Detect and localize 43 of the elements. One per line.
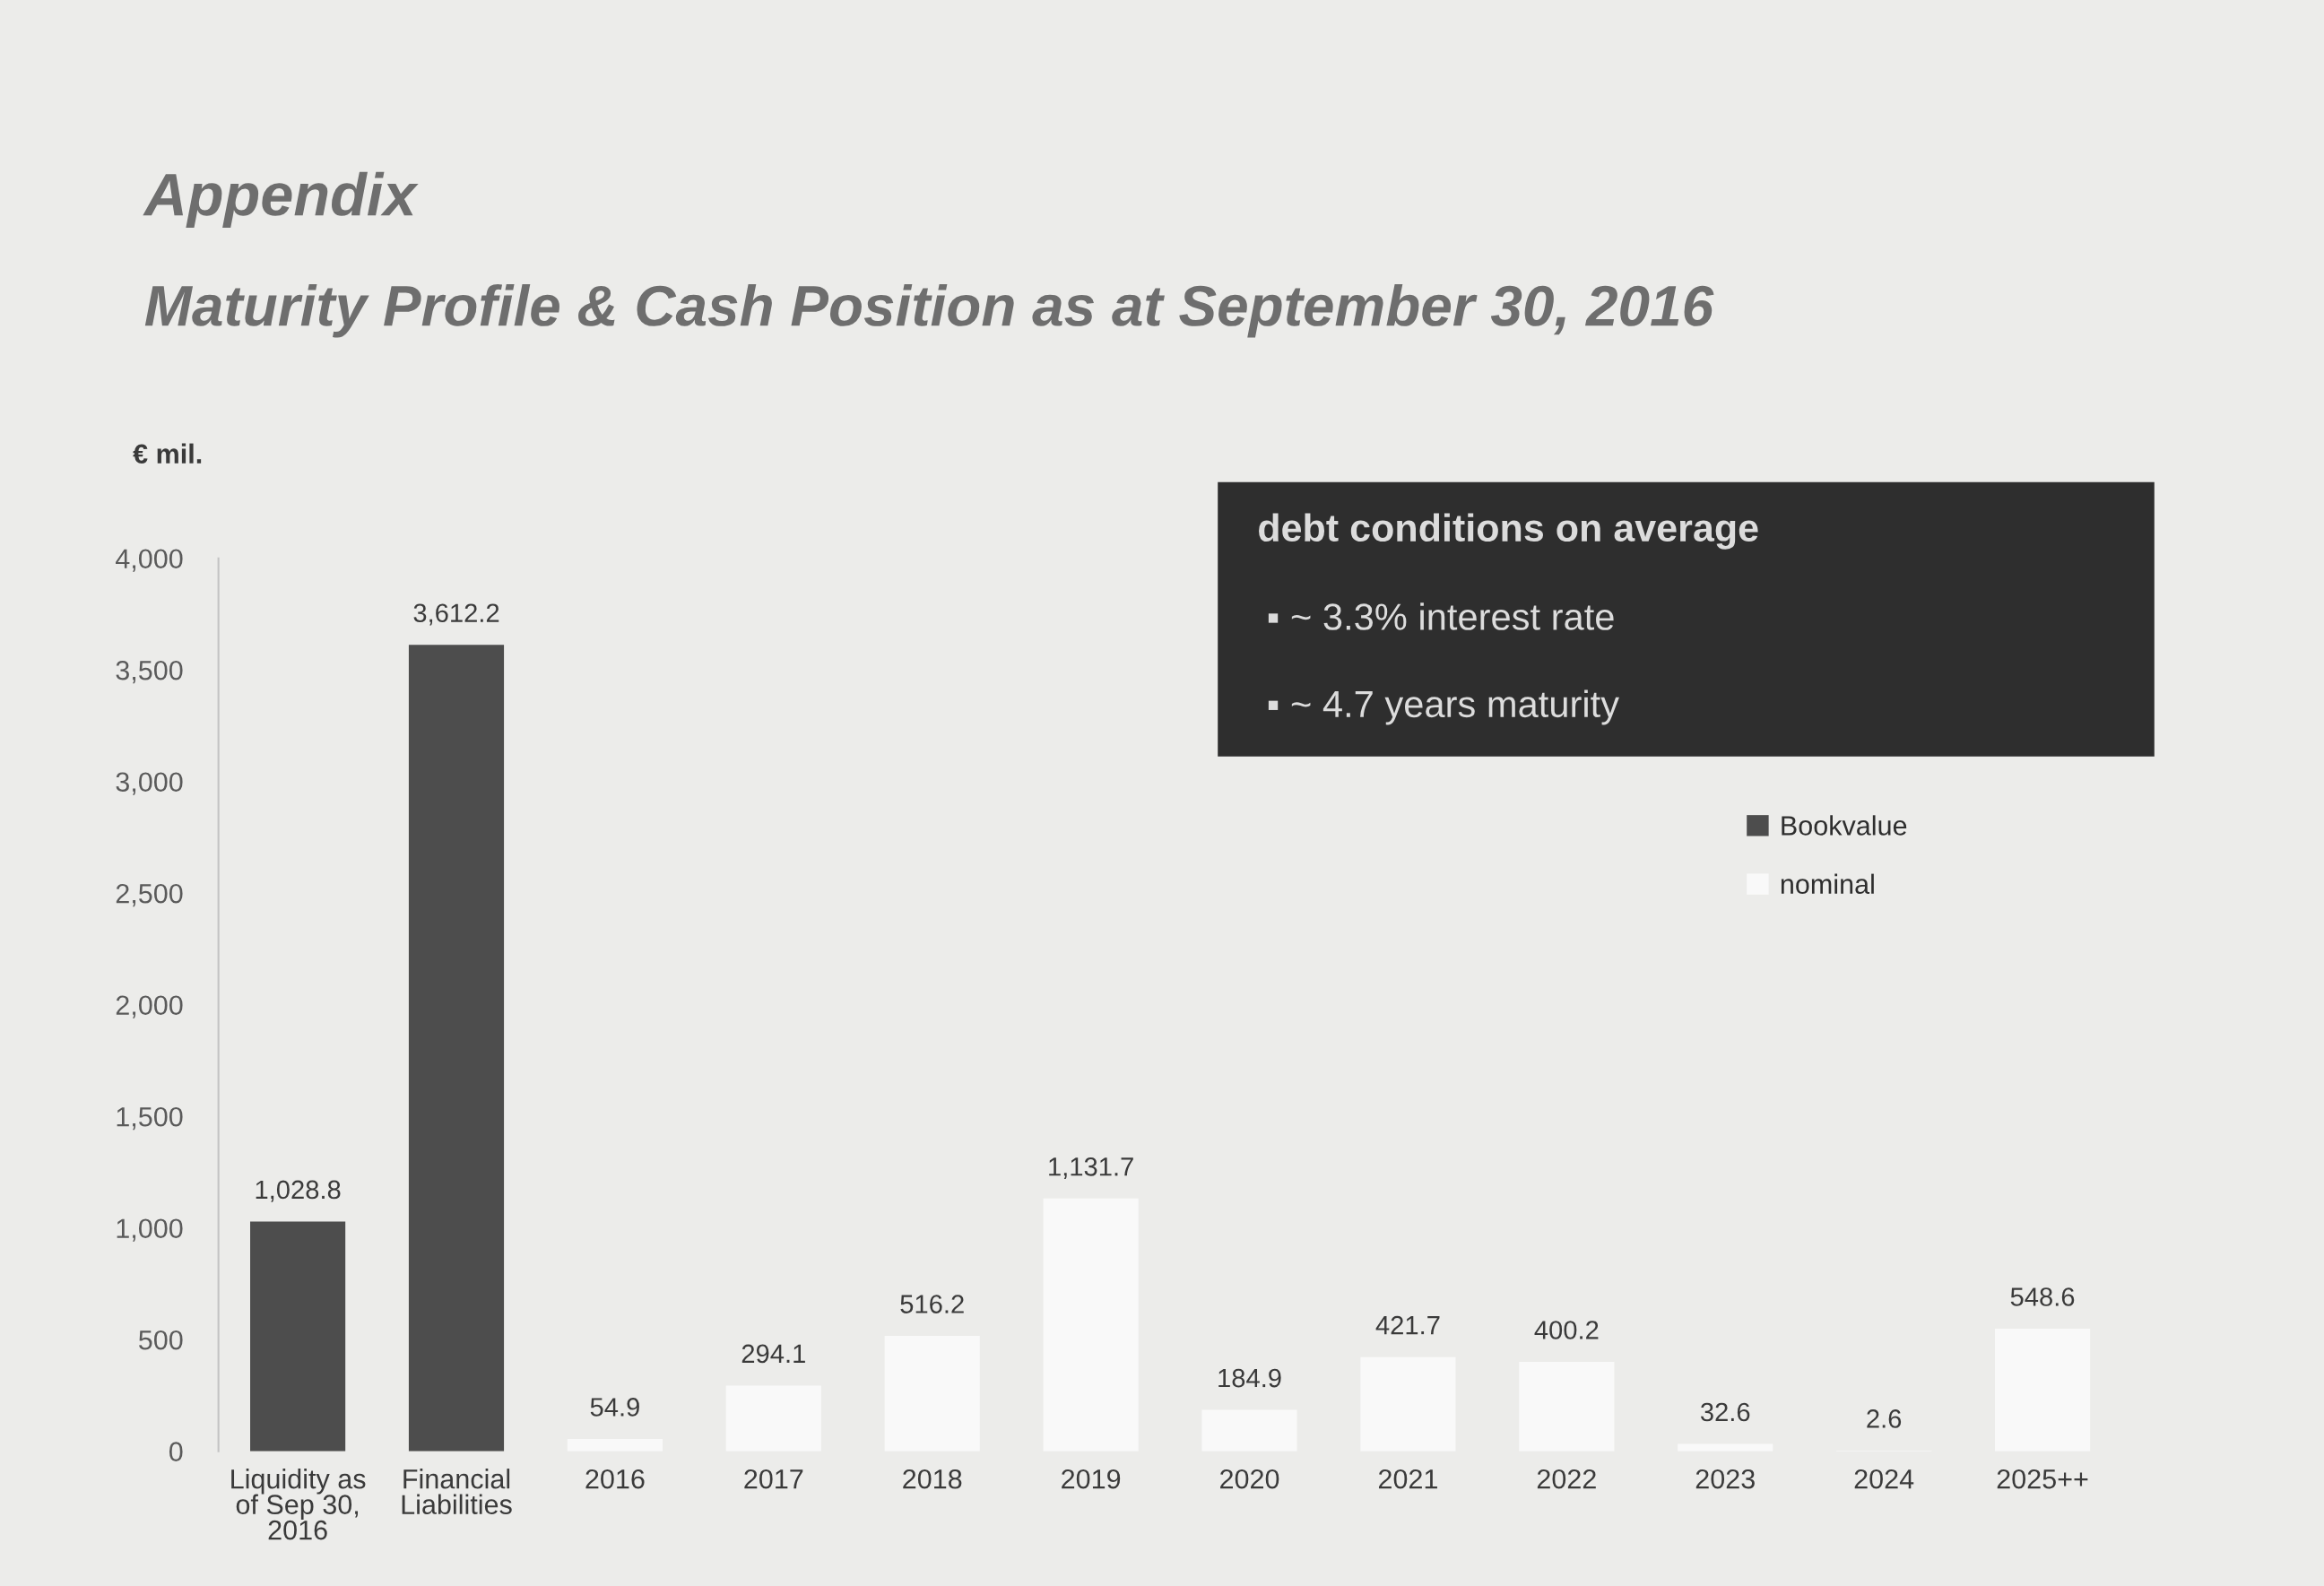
data-label: 548.6 (2010, 1287, 2075, 1306)
text: debt conditions on average (1259, 513, 1758, 550)
y-tick-label: 2,500 (116, 883, 183, 907)
x-tick-label: 2018 (903, 1469, 962, 1489)
annotation: ▪ ~ 3.3% interest rate (1268, 602, 1614, 630)
data-label: 421.7 (1375, 1315, 1440, 1335)
data-label: 3,612.2 (413, 603, 499, 626)
y-tick-label: 1,000 (117, 1218, 183, 1242)
y-tick-label: 500 (139, 1330, 183, 1350)
annotation: ▪ ~ 4.7 years maturity (1268, 689, 1619, 725)
x-tick-label: 2021 (1378, 1469, 1437, 1489)
data-label: 1,131.7 (1049, 1157, 1133, 1180)
chart-title: Appendix (143, 171, 419, 228)
x-tick-label: 2024 (1854, 1469, 1914, 1489)
data-label: 294.1 (741, 1344, 805, 1364)
x-tick-label: Financial Liabilities (402, 1469, 512, 1515)
y-tick-label: 0 (169, 1442, 183, 1462)
x-tick-label: 2019 (1062, 1469, 1121, 1489)
legend-label: Bookvalue (1782, 815, 1907, 836)
y-tick-label: 2,000 (116, 995, 183, 1018)
data-label: 2.6 (1867, 1409, 1902, 1428)
legend-label: nominal (1781, 873, 1874, 895)
y-tick-label: 3,000 (116, 772, 183, 795)
chart-subtitle: Maturity Profile & Cash Position as at September 30, 2016 (144, 283, 1714, 338)
data-label: 32.6 (1700, 1402, 1750, 1422)
x-tick-label: 2023 (1695, 1469, 1755, 1489)
data-label: 400.2 (1534, 1321, 1599, 1339)
x-tick-label: Liquidity as of Sep 30, 2016 (231, 1469, 366, 1540)
y-tick-label: 4,000 (116, 549, 183, 572)
x-tick-label: 2016 (585, 1469, 645, 1489)
data-label: 1,028.8 (256, 1180, 341, 1202)
y-tick-label: 1,500 (117, 1106, 183, 1131)
x-tick-label: 2020 (1220, 1469, 1279, 1489)
bar (250, 1221, 346, 1452)
y-tick-label: 3,500 (116, 660, 183, 684)
x-tick-label: 2017 (744, 1469, 803, 1489)
x-tick-label: 2022 (1537, 1469, 1596, 1489)
data-label: 516.2 (900, 1295, 964, 1313)
x-tick-label: 2025++ (1997, 1469, 2088, 1489)
bar (408, 645, 505, 1452)
y-axis-title: € mil. (133, 443, 202, 464)
data-label: 184.9 (1218, 1368, 1281, 1388)
data-label: 54.9 (590, 1398, 639, 1417)
